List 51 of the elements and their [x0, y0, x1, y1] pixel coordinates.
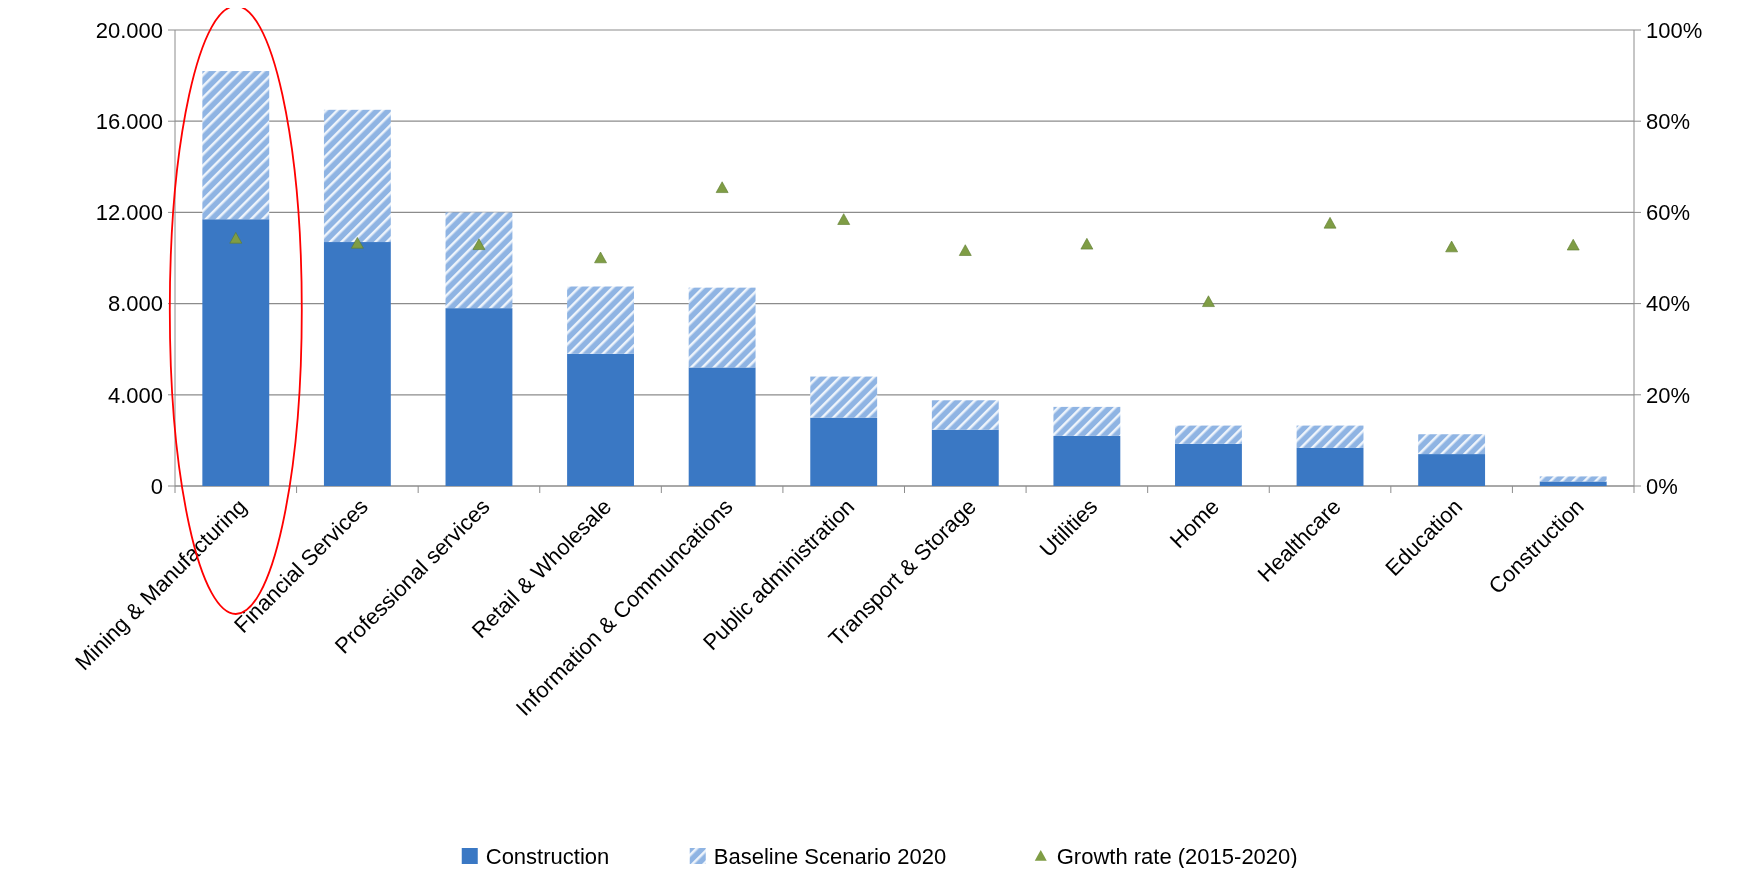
y-tick-label: 0: [150, 473, 163, 499]
bar: [1175, 443, 1242, 486]
y-tick-label: 20.000: [95, 17, 163, 43]
bar: [688, 287, 756, 368]
legend-label: Construction: [485, 843, 610, 869]
bar: [1418, 434, 1486, 455]
bar: [810, 417, 878, 486]
bar: [567, 286, 634, 354]
legend-label: Baseline Scenario 2020: [713, 843, 947, 869]
point: [472, 238, 486, 250]
bar: [445, 308, 513, 486]
point: [229, 232, 243, 244]
point: [1202, 295, 1215, 307]
y2-tick-label: 40%: [1646, 291, 1691, 317]
y-tick-label: 4.000: [107, 382, 163, 408]
bar: [1418, 454, 1486, 486]
y2-tick-label: 0%: [1646, 473, 1678, 499]
bar: [810, 376, 878, 418]
bar: [931, 400, 999, 430]
bar: [202, 219, 270, 486]
bar: [1296, 425, 1364, 448]
y-tick-label: 12.000: [95, 200, 163, 226]
bar: [1053, 435, 1121, 486]
point: [1566, 238, 1580, 251]
point: [715, 181, 729, 193]
point: [594, 251, 607, 264]
bar: [1539, 481, 1607, 486]
bar: [445, 212, 513, 309]
legend-label: Growth rate (2015-2020): [1056, 843, 1298, 869]
point: [958, 244, 972, 256]
point: [837, 213, 851, 225]
bar: [323, 242, 391, 486]
bar: [1539, 476, 1607, 482]
y-tick-label: 16.000: [95, 108, 163, 134]
point: [351, 237, 364, 249]
y2-tick-label: 60%: [1646, 200, 1691, 226]
bar: [202, 71, 270, 220]
point: [1080, 238, 1094, 250]
y2-tick-label: 20%: [1646, 382, 1691, 408]
bar: [1175, 425, 1242, 444]
y-tick-label: 8.000: [107, 291, 163, 317]
bar: [1296, 447, 1364, 486]
bar: [1053, 406, 1121, 436]
point: [1323, 217, 1337, 229]
point: [1445, 240, 1458, 253]
y2-tick-label: 100%: [1646, 17, 1703, 43]
bar: [567, 353, 634, 486]
bar: [688, 367, 756, 486]
bar: [323, 109, 391, 243]
y2-tick-label: 80%: [1646, 108, 1691, 134]
bar: [931, 429, 999, 486]
